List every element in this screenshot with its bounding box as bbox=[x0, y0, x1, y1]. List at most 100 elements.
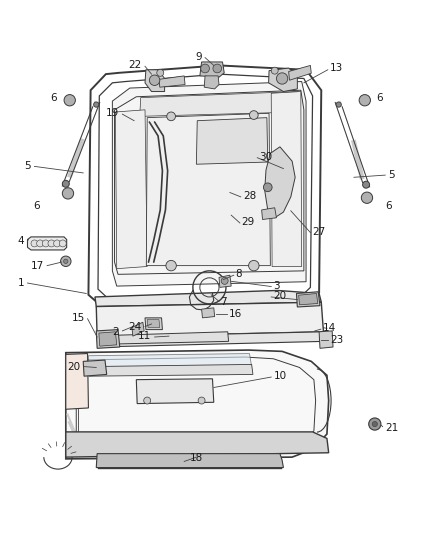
Polygon shape bbox=[289, 66, 311, 80]
Text: 20: 20 bbox=[67, 361, 81, 372]
Circle shape bbox=[213, 64, 222, 73]
Polygon shape bbox=[66, 350, 328, 459]
Polygon shape bbox=[147, 320, 160, 327]
Polygon shape bbox=[113, 82, 306, 286]
Text: 14: 14 bbox=[322, 324, 336, 333]
Polygon shape bbox=[297, 292, 320, 307]
Text: 22: 22 bbox=[128, 60, 141, 70]
Circle shape bbox=[167, 112, 176, 120]
Text: 24: 24 bbox=[128, 321, 141, 332]
Circle shape bbox=[53, 240, 60, 247]
Circle shape bbox=[201, 64, 209, 73]
Text: 7: 7 bbox=[220, 297, 226, 307]
Circle shape bbox=[62, 188, 74, 199]
Polygon shape bbox=[271, 92, 302, 266]
Circle shape bbox=[250, 111, 258, 119]
Text: 19: 19 bbox=[106, 108, 119, 118]
Circle shape bbox=[42, 240, 49, 247]
Circle shape bbox=[149, 75, 160, 85]
Text: 21: 21 bbox=[385, 423, 399, 433]
Circle shape bbox=[64, 259, 68, 263]
Polygon shape bbox=[96, 454, 283, 467]
Circle shape bbox=[31, 240, 38, 247]
Polygon shape bbox=[116, 332, 229, 344]
Text: 18: 18 bbox=[190, 453, 203, 463]
Circle shape bbox=[64, 94, 75, 106]
Circle shape bbox=[157, 69, 164, 76]
Polygon shape bbox=[299, 294, 318, 305]
Polygon shape bbox=[96, 329, 120, 349]
Polygon shape bbox=[66, 432, 328, 457]
Polygon shape bbox=[196, 118, 268, 164]
Text: 4: 4 bbox=[18, 236, 24, 246]
Circle shape bbox=[363, 181, 370, 188]
Polygon shape bbox=[83, 360, 107, 376]
Polygon shape bbox=[136, 379, 214, 403]
Circle shape bbox=[144, 397, 151, 404]
Polygon shape bbox=[219, 275, 231, 287]
Circle shape bbox=[336, 102, 341, 107]
Text: 2: 2 bbox=[112, 327, 119, 337]
Text: 1: 1 bbox=[18, 278, 24, 288]
Text: 5: 5 bbox=[25, 161, 31, 172]
Polygon shape bbox=[268, 68, 297, 92]
Polygon shape bbox=[88, 365, 253, 376]
Polygon shape bbox=[159, 76, 185, 87]
Circle shape bbox=[372, 422, 378, 426]
Polygon shape bbox=[201, 308, 215, 318]
Polygon shape bbox=[200, 62, 224, 77]
Polygon shape bbox=[96, 302, 323, 337]
Circle shape bbox=[359, 94, 371, 106]
Polygon shape bbox=[116, 110, 147, 269]
Text: 17: 17 bbox=[31, 261, 44, 271]
Text: 29: 29 bbox=[242, 217, 255, 227]
Circle shape bbox=[361, 192, 373, 204]
Text: 23: 23 bbox=[330, 335, 343, 345]
Polygon shape bbox=[146, 114, 270, 265]
Circle shape bbox=[271, 67, 278, 74]
Polygon shape bbox=[261, 208, 276, 220]
Polygon shape bbox=[319, 331, 333, 349]
Circle shape bbox=[60, 256, 71, 266]
Polygon shape bbox=[28, 237, 67, 250]
Polygon shape bbox=[265, 147, 295, 218]
Polygon shape bbox=[204, 76, 219, 89]
Text: 13: 13 bbox=[330, 63, 343, 74]
Polygon shape bbox=[132, 322, 144, 336]
Polygon shape bbox=[97, 332, 324, 347]
Circle shape bbox=[276, 73, 288, 84]
Text: 6: 6 bbox=[33, 201, 40, 212]
Polygon shape bbox=[145, 318, 162, 329]
Text: 3: 3 bbox=[273, 281, 280, 290]
Polygon shape bbox=[145, 70, 165, 92]
Text: 30: 30 bbox=[259, 152, 272, 162]
Circle shape bbox=[249, 261, 259, 271]
Circle shape bbox=[62, 180, 69, 187]
Text: 9: 9 bbox=[196, 52, 202, 62]
Text: 28: 28 bbox=[243, 191, 256, 201]
Polygon shape bbox=[88, 353, 252, 369]
Text: 20: 20 bbox=[273, 291, 286, 301]
Text: 6: 6 bbox=[385, 201, 392, 212]
Text: 27: 27 bbox=[313, 227, 326, 237]
Text: 6: 6 bbox=[50, 93, 57, 103]
Polygon shape bbox=[66, 353, 88, 409]
Polygon shape bbox=[95, 290, 321, 306]
Text: 6: 6 bbox=[377, 93, 383, 103]
Circle shape bbox=[166, 261, 177, 271]
Text: 11: 11 bbox=[138, 331, 152, 341]
Polygon shape bbox=[140, 92, 300, 116]
Circle shape bbox=[221, 277, 228, 284]
Circle shape bbox=[48, 240, 55, 247]
Circle shape bbox=[263, 183, 272, 192]
Text: 10: 10 bbox=[273, 371, 286, 381]
Text: 8: 8 bbox=[236, 269, 242, 279]
Circle shape bbox=[369, 418, 381, 430]
Text: 16: 16 bbox=[229, 309, 242, 319]
Circle shape bbox=[94, 102, 99, 107]
Circle shape bbox=[59, 240, 66, 247]
Polygon shape bbox=[99, 332, 117, 346]
Circle shape bbox=[37, 240, 44, 247]
Text: 15: 15 bbox=[72, 313, 85, 323]
Text: 5: 5 bbox=[388, 170, 395, 180]
